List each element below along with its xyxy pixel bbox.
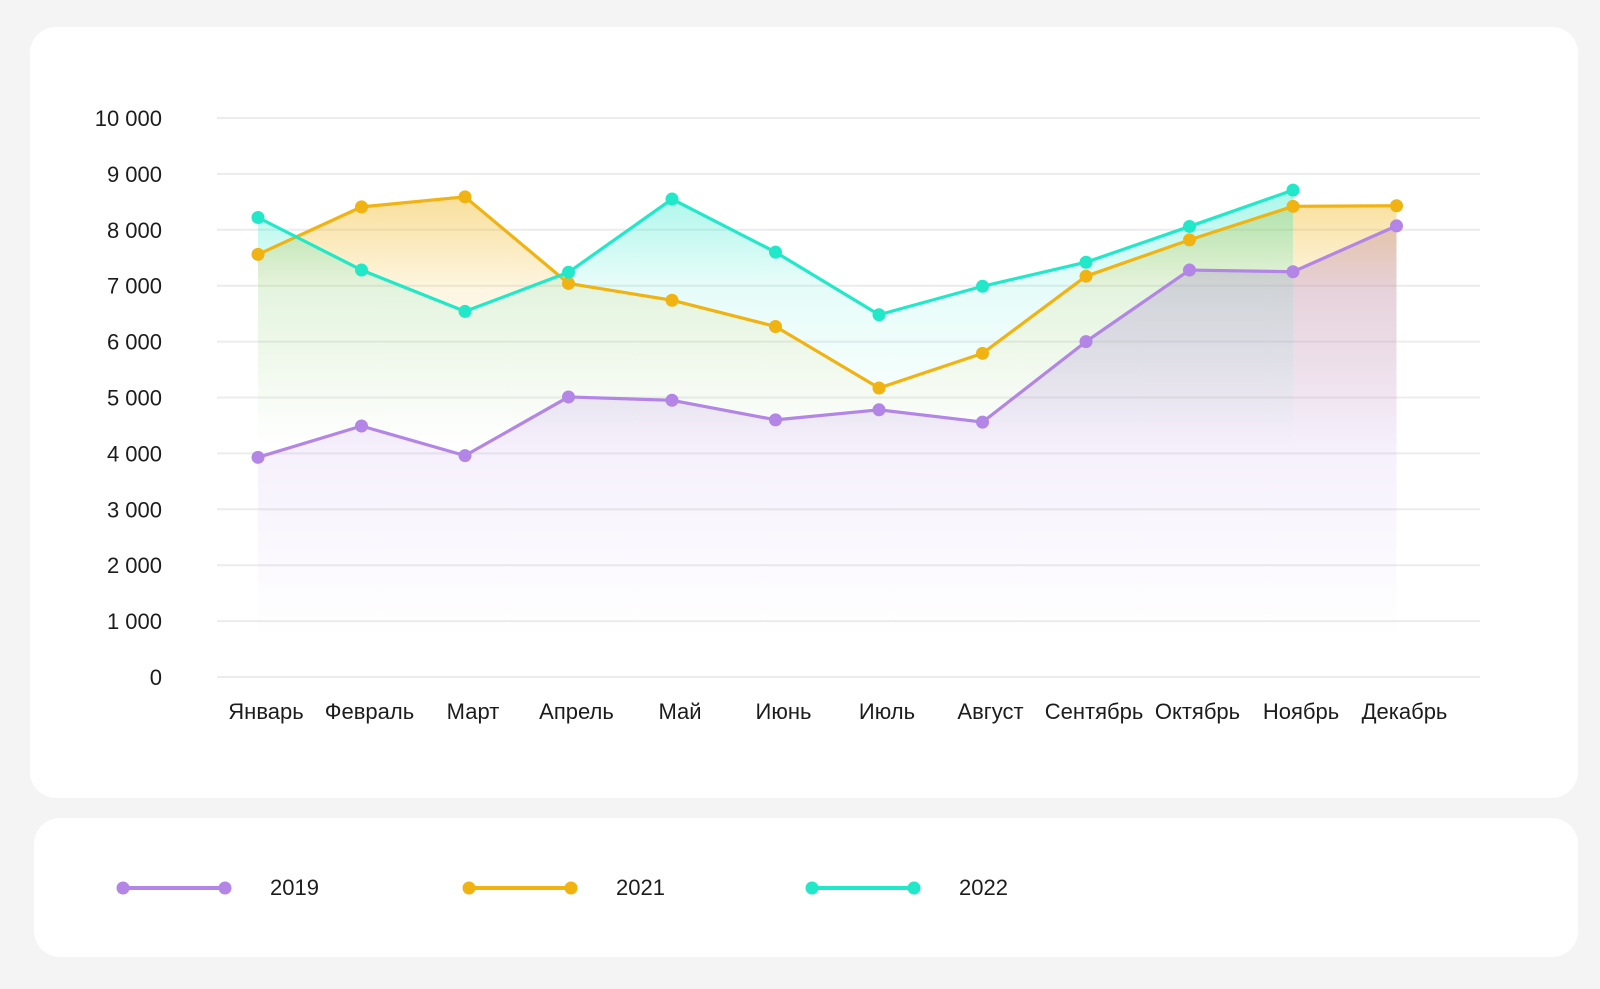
y-axis-ticks: 0 1 000 2 000 3 000 4 000 5 000 6 000 7 000 8 00… [95,106,162,690]
x-axis-ticks: Январь Февраль Март Апрель Май Июнь Июль Август… [228,699,1447,724]
data-point-2021[interactable] [1286,199,1300,213]
data-point-2021[interactable] [355,200,368,214]
x-tick-label: Январь [228,699,303,724]
legend-swatch-2022 [805,881,921,894]
y-tick-label: 9 000 [107,162,162,187]
chart-card: 0 1 000 2 000 3 000 4 000 5 000 6 000 7 000 8 00… [30,27,1578,798]
data-point-2022[interactable] [872,308,886,322]
series-line-2021 [256,195,1399,390]
data-point-2019[interactable] [872,403,886,417]
y-tick-label: 2 000 [107,553,162,578]
line-chart: 0 1 000 2 000 3 000 4 000 5 000 6 000 7 000 8 00… [95,106,1480,724]
data-point-2022[interactable] [355,263,368,277]
data-point-2022[interactable] [976,279,989,293]
data-point-2019[interactable] [355,419,368,433]
data-point-2019[interactable] [562,390,575,404]
x-tick-label: Сентябрь [1045,699,1144,724]
data-point-2021[interactable] [976,346,989,360]
data-point-2022[interactable] [769,245,782,259]
y-tick-label: 0 [150,665,162,690]
legend-item-2019: 2019 [114,818,319,957]
data-point-2022[interactable] [665,192,679,206]
x-tick-label: Ноябрь [1263,699,1339,724]
legend-label-2019: 2019 [270,874,319,900]
legend-swatch-2021 [462,881,578,894]
data-point-2019[interactable] [1183,263,1196,277]
data-point-2021[interactable] [1079,269,1093,283]
x-tick-label: Март [447,699,500,724]
x-tick-label: Май [658,699,701,724]
data-point-2021[interactable] [769,320,782,334]
legend-item-2021: 2021 [460,818,665,957]
x-tick-label: Август [957,699,1023,724]
y-tick-label: 10 000 [95,106,162,131]
series-line-2019 [256,224,1399,459]
x-tick-label: Июль [859,699,915,724]
y-tick-label: 1 000 [107,609,162,634]
y-tick-label: 3 000 [107,497,162,522]
data-point-2021[interactable] [562,276,575,290]
data-points [251,183,1403,464]
data-point-2019[interactable] [251,450,265,464]
legend-label-2021: 2021 [616,874,665,900]
legend-item-2022: 2022 [803,818,1008,957]
x-tick-label: Апрель [539,699,614,724]
legend-label-2022: 2022 [959,874,1008,900]
data-point-2019[interactable] [769,413,782,427]
data-point-2021[interactable] [1183,233,1196,247]
data-point-2021[interactable] [872,381,886,395]
y-tick-label: 6 000 [107,330,162,355]
data-point-2019[interactable] [976,415,989,429]
x-tick-label: Февраль [325,699,414,724]
data-point-2019[interactable] [665,393,679,407]
data-point-2022[interactable] [1183,219,1196,233]
data-point-2022[interactable] [1286,183,1300,197]
data-point-2022[interactable] [458,304,472,318]
y-tick-label: 4 000 [107,441,162,466]
x-tick-label: Октябрь [1155,699,1240,724]
x-tick-label: Июнь [756,699,812,724]
legend: 2019 2021 2022 [34,818,1578,957]
data-point-2019[interactable] [1079,335,1093,349]
data-point-2019[interactable] [1390,219,1403,233]
data-point-2021[interactable] [665,293,679,307]
data-point-2019[interactable] [1286,265,1300,279]
x-tick-label: Декабрь [1362,699,1448,724]
data-point-2021[interactable] [458,190,472,204]
y-tick-label: 8 000 [107,218,162,243]
data-point-2022[interactable] [251,211,265,225]
data-point-2021[interactable] [1390,199,1403,213]
data-point-2021[interactable] [251,247,265,261]
legend-swatch-2019 [116,881,232,894]
y-tick-label: 7 000 [107,274,162,299]
data-point-2022[interactable] [562,265,575,279]
data-point-2019[interactable] [458,449,472,463]
data-point-2022[interactable] [1079,255,1093,269]
y-tick-label: 5 000 [107,386,162,411]
